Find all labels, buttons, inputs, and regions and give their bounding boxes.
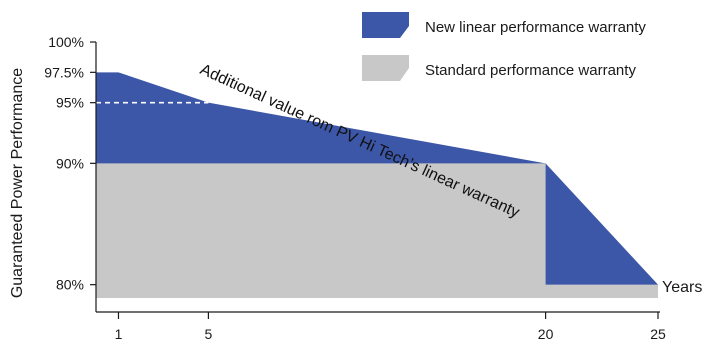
x-tick-label: 20 [538,326,554,342]
x-tick-label: 25 [650,326,666,342]
x-axis-title: Years [662,279,702,296]
y-tick-label: 80% [56,277,84,293]
legend-swatch-standard [362,55,409,81]
x-tick-label: 5 [205,326,213,342]
x-tick-label: 1 [115,326,123,342]
y-tick-label: 97.5% [44,64,84,80]
y-axis-title: Guaranteed Power Performance [9,68,26,298]
plot-area [96,72,658,298]
y-tick-label: 95% [56,95,84,111]
y-tick-label: 100% [48,34,84,50]
legend-label-new-linear: New linear performance warranty [425,19,646,36]
legend: New linear performance warranty Standard… [362,12,646,81]
legend-label-standard: Standard performance warranty [425,62,636,79]
area-standard-warranty [96,163,658,298]
legend-swatch-new-linear [362,12,409,38]
axes: 100%97.5%95%90%80%1 5 20 25 [44,34,666,342]
y-tick-label: 90% [56,155,84,171]
